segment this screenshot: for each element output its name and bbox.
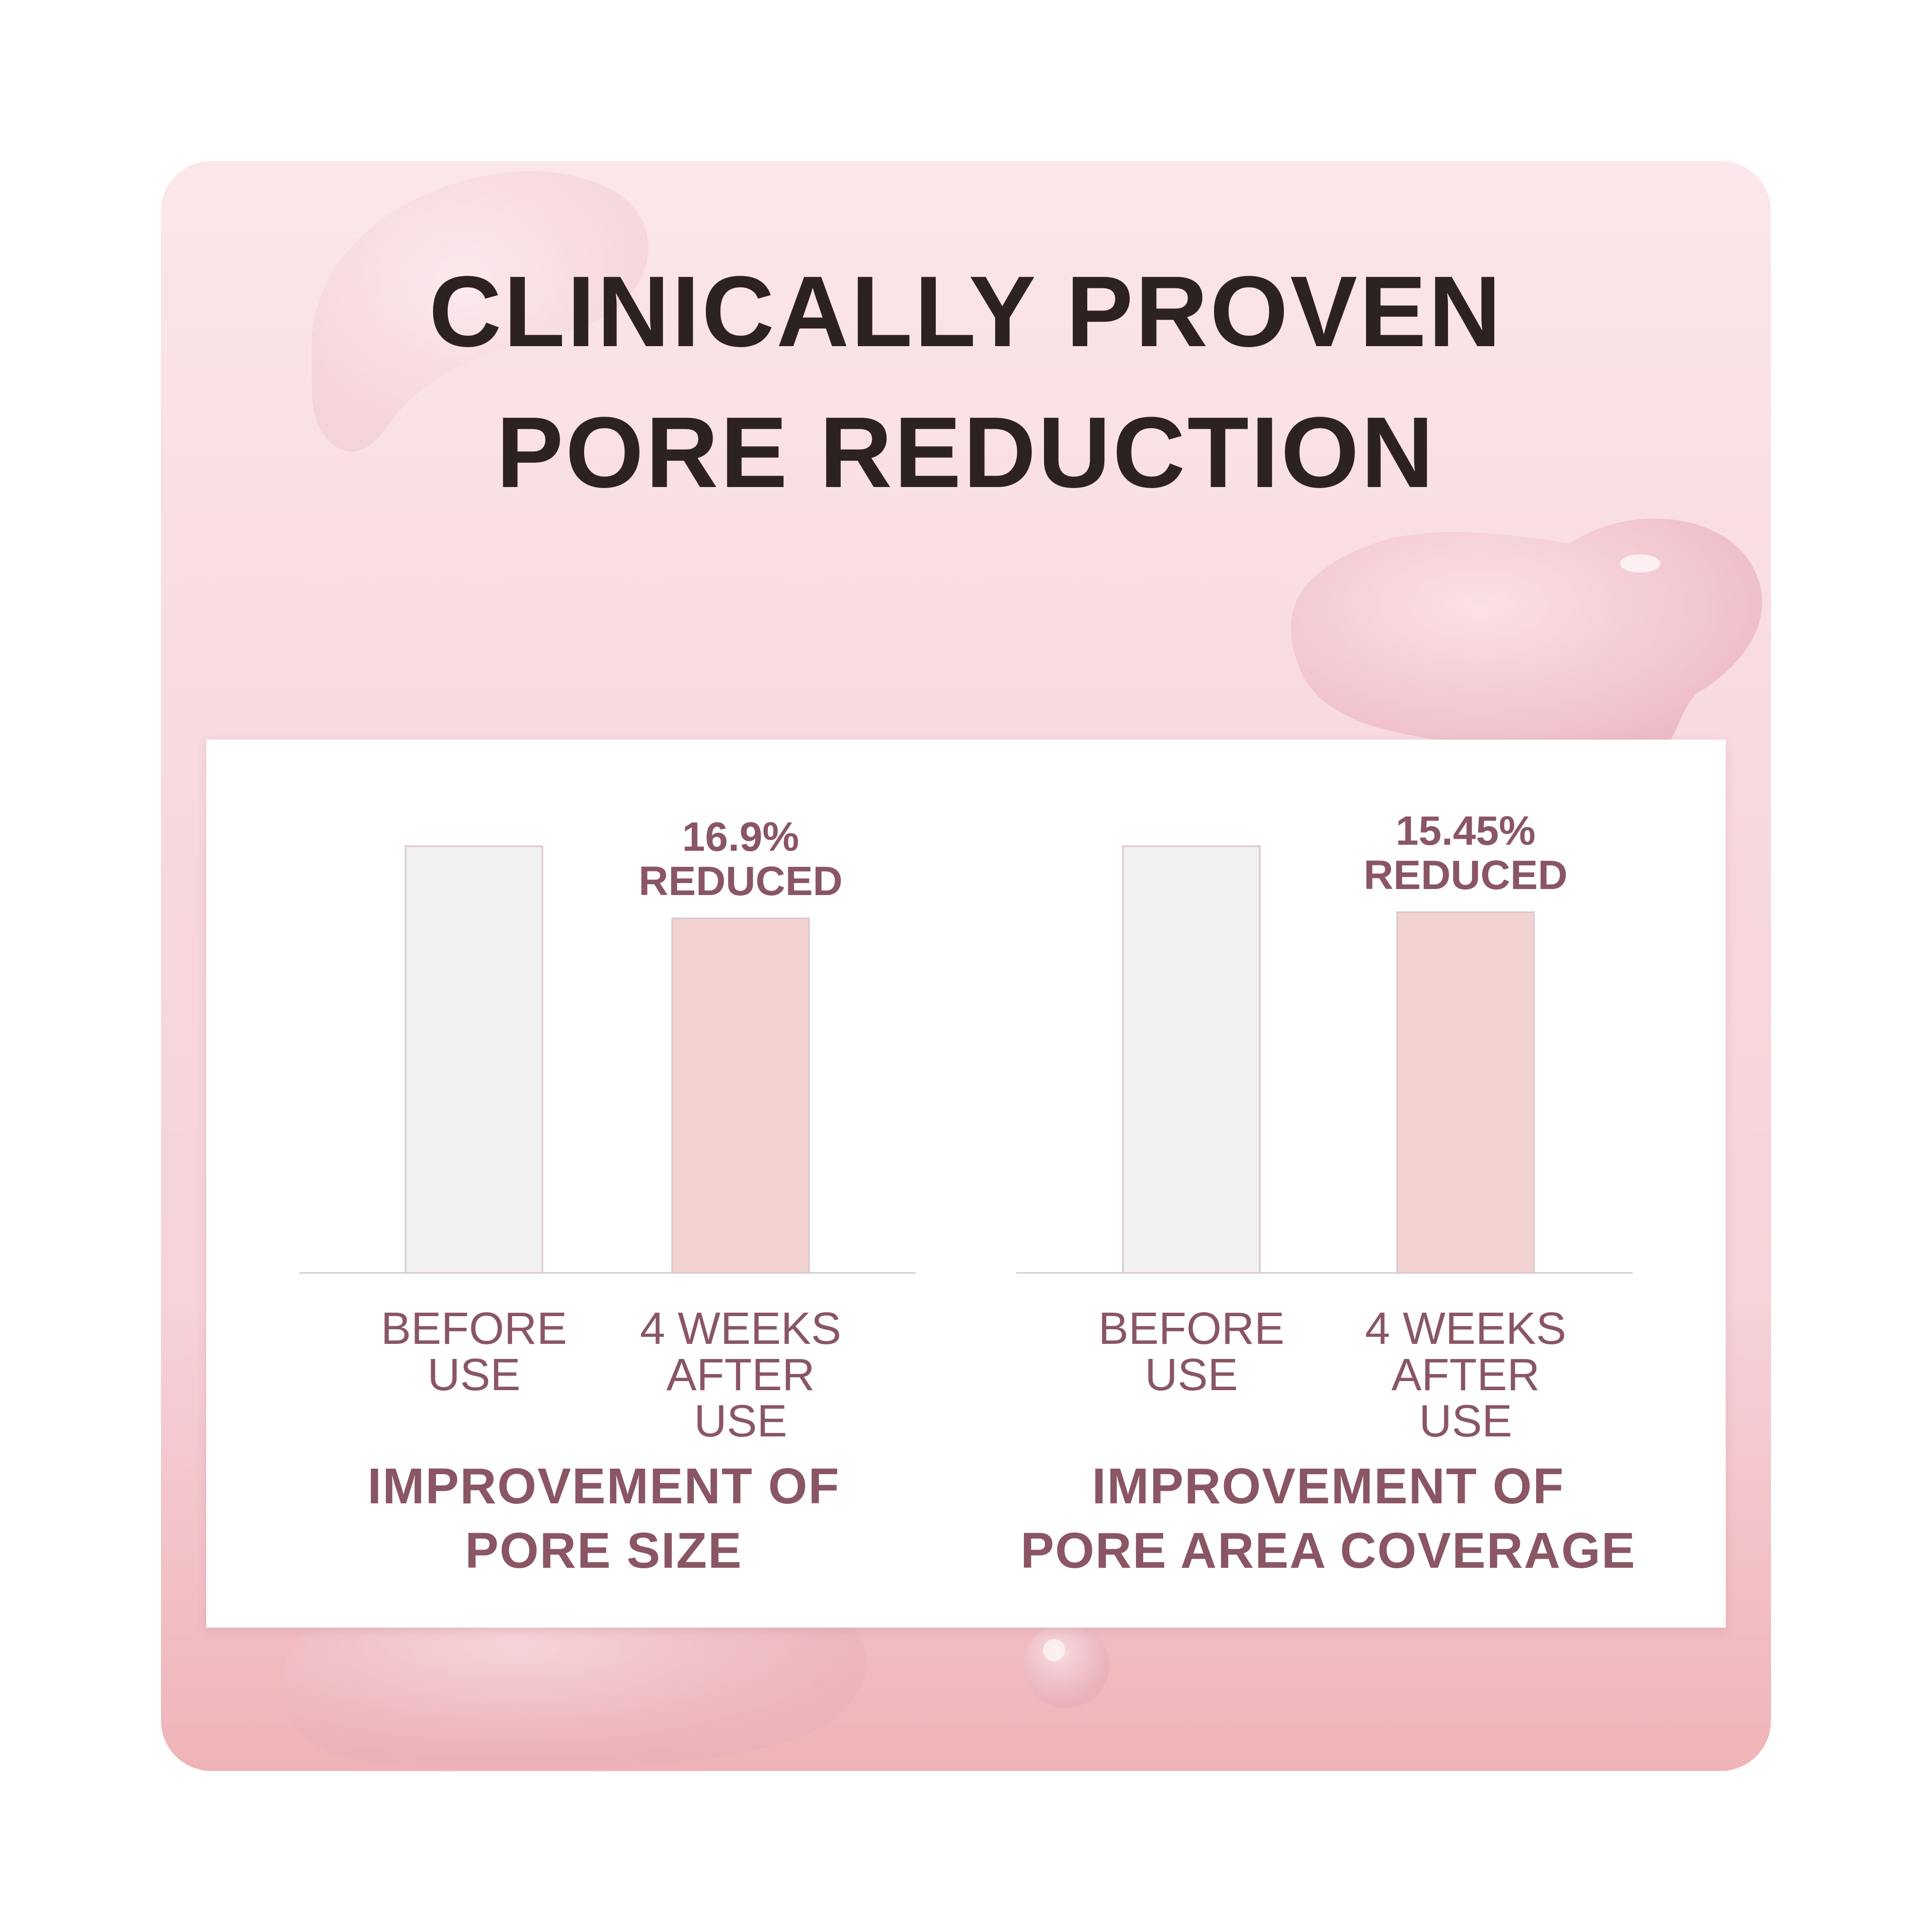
chart2-bar-before xyxy=(1122,845,1261,1274)
chart1-bar-after xyxy=(671,917,810,1274)
page-title: CLINICALLY PROVEN PORE REDUCTION xyxy=(161,242,1771,523)
chart1-title-line2: PORE SIZE xyxy=(465,1522,743,1579)
title-line-1: CLINICALLY PROVEN xyxy=(429,256,1503,368)
chart2-title-line1: IMPROVEMENT OF xyxy=(1092,1458,1565,1514)
chart2-reduction-value: 15.45% xyxy=(1395,808,1536,854)
chart1-xtick-after: 4 WEEKS AFTER USE xyxy=(615,1306,866,1444)
chart1-title: IMPROVEMENT OF PORE SIZE xyxy=(226,1454,981,1583)
chart2-reduction-label: 15.45% REDUCED xyxy=(1325,809,1606,898)
chart2-reduction-word: REDUCED xyxy=(1363,852,1568,899)
chart2-xtick-after-line2: AFTER USE xyxy=(1391,1350,1540,1446)
chart1-xtick-after-line1: 4 WEEKS xyxy=(639,1304,842,1354)
chart2-title-line2: PORE AREA COVERAGE xyxy=(1020,1522,1636,1579)
chart2-title: IMPROVEMENT OF PORE AREA COVERAGE xyxy=(951,1454,1706,1583)
chart2-xtick-before-line1: BEFORE xyxy=(1098,1304,1285,1354)
chart1-reduction-value: 16.9% xyxy=(682,814,799,860)
chart2-xtick-before-line2: USE xyxy=(1145,1350,1238,1400)
chart1-xtick-before-line1: BEFORE xyxy=(380,1304,568,1354)
chart1-bar-before xyxy=(405,845,543,1274)
chart2-xtick-after-line1: 4 WEEKS xyxy=(1364,1304,1567,1354)
chart1-reduction-label: 16.9% REDUCED xyxy=(600,815,881,904)
chart2-bar-after xyxy=(1396,911,1535,1274)
chart1-xtick-before-line2: USE xyxy=(427,1350,521,1400)
chart1-xtick-after-line2: AFTER USE xyxy=(666,1350,815,1446)
chart1-xtick-before: BEFORE USE xyxy=(348,1306,600,1398)
chart1-title-line1: IMPROVEMENT OF xyxy=(367,1458,840,1514)
chart1-reduction-word: REDUCED xyxy=(638,858,843,905)
chart2-xtick-after: 4 WEEKS AFTER USE xyxy=(1340,1306,1591,1444)
title-line-2: PORE REDUCTION xyxy=(496,396,1436,509)
chart2-xtick-before: BEFORE USE xyxy=(1066,1306,1317,1398)
